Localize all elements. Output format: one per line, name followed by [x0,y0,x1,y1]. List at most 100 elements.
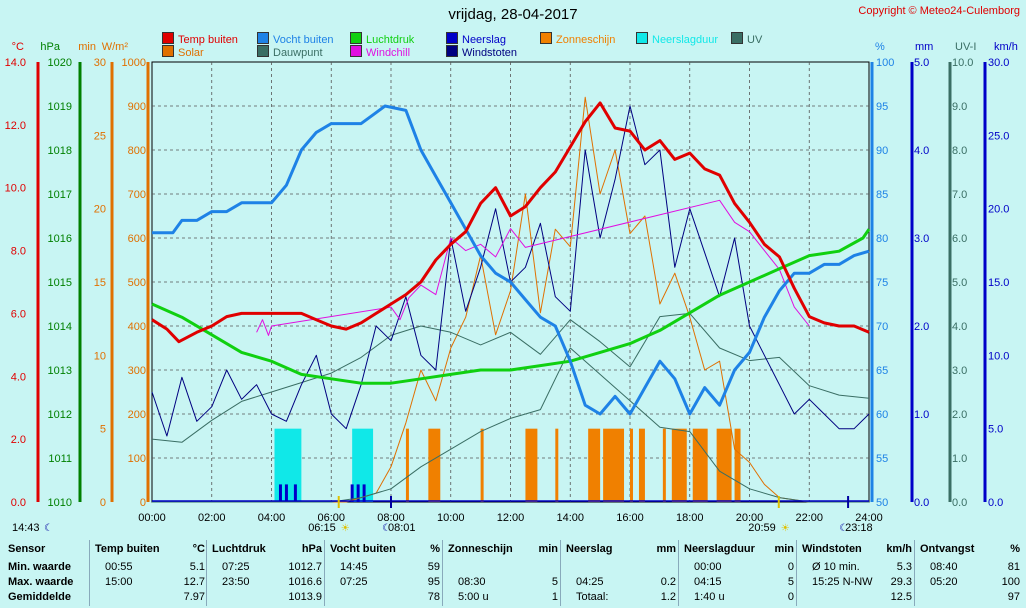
temp-tick-label: 10.0 [5,183,26,195]
stats-header: Luchtdruk [212,543,266,555]
humidity-tick-label: 90 [876,145,888,157]
stats-header-unit: °C [192,543,205,555]
minutes-tick-label: 10 [94,350,106,362]
rain-tick-label: 1.0 [914,409,929,421]
stats-cell-time: Totaal: [576,591,609,603]
stats-cell-value: 100 [1001,576,1020,588]
legend-label: Luchtdruk [366,34,415,46]
copyright-label: Copyright © Meteo24-Culemborg [858,5,1020,17]
stats-header: Temp buiten [95,543,160,555]
solar-tick-label: 200 [128,409,146,421]
stats-cell-value: 97 [1007,591,1020,603]
wind-tick-label: 25.0 [988,130,1009,142]
solar-tick-label: 700 [128,189,146,201]
stats-cell-value: 5.1 [189,561,205,573]
pressure-tick-label: 1017 [48,189,72,201]
stats-cell-value: 5 [551,576,558,588]
stats-header-unit: % [1010,543,1020,555]
zonneschijn-bar [662,428,666,502]
uv-tick-label: 1.0 [952,453,967,465]
uv-tick-label: 7.0 [952,189,967,201]
temp-tick-label: 2.0 [11,434,26,446]
neerslag-bar [350,484,354,502]
legend-item-solar: Solar [162,45,204,59]
uv-tick-label: 8.0 [952,145,967,157]
legend-item-temp-buiten: Temp buiten [162,32,238,46]
moon-icon: ☾ [382,523,391,534]
solar-line [152,96,869,503]
humidity-tick-label: 95 [876,101,888,113]
moon-icon: ☾ [839,523,848,534]
stats-cell-value: 1013.9 [288,591,322,603]
stats-column-divider [206,540,207,606]
stats-cell-time: 23:50 [222,576,250,588]
wind-axis-unit: km/h [994,41,1018,53]
stats-cell-time: 1:40 u [694,591,725,603]
legend-swatch [636,32,648,44]
legend-item-uv: UV [731,32,763,46]
temp-tick-label: 6.0 [11,308,26,320]
uv-axis-unit: UV-I [955,41,976,53]
legend-item-windchill: Windchill [350,45,410,59]
stats-header: Neerslagduur [684,543,755,555]
solar-tick-label: 800 [128,145,146,157]
legend-swatch [162,45,174,57]
legend-label: Dauwpunt [273,47,323,59]
legend-item-neerslagduur: Neerslagduur [636,32,718,46]
minutes-tick-label: 20 [94,204,106,216]
legend-swatch [446,32,458,44]
stats-cell-time: 07:25 [340,576,368,588]
solar-tick-label: 600 [128,233,146,245]
stats-cell-time: 08:40 [930,561,958,573]
x-tick-label: 04:00 [258,512,286,524]
uv-tick-label: 9.0 [952,101,967,113]
sun-icon: ☀ [781,523,790,534]
stats-row-label: Min. waarde [8,561,71,573]
temp-tick-label: 14.0 [5,57,26,69]
humidity-tick-label: 70 [876,321,888,333]
x-tick-label: 20:00 [736,512,764,524]
stats-cell-time: 04:25 [576,576,604,588]
stats-cell-value: 1012.7 [288,561,322,573]
minutes-axis-unit: min [78,41,96,53]
minutes-tick-label: 25 [94,130,106,142]
rain-tick-label: 2.0 [914,321,929,333]
stats-header: Windstoten [802,543,862,555]
stats-column-divider [442,540,443,606]
x-tick-label: 12:00 [497,512,525,524]
event-time-label: 23:18 [845,522,873,534]
humidity-tick-label: 100 [876,57,894,69]
stats-cell-value: 59 [427,561,440,573]
stats-cell-time: 00:00 [694,561,722,573]
x-tick-label: 08:00 [377,512,405,524]
neerslag-bar [362,484,366,502]
humidity-tick-label: 55 [876,453,888,465]
event-time-label: 06:15 [308,522,336,534]
stats-cell-time: 08:30 [458,576,486,588]
uv-tick-label: 3.0 [952,365,967,377]
pressure-tick-label: 1010 [48,497,72,509]
stats-cell-value: 12.5 [890,591,912,603]
stats-cell-value: 5 [787,576,794,588]
uv-tick-label: 4.0 [952,321,967,333]
legend-swatch [350,32,362,44]
legend-label: Neerslag [462,34,507,46]
zonneschijn-bar [480,428,484,502]
temp-axis-unit: °C [12,41,24,53]
legend-label: UV [747,34,763,46]
event-time-label: 20:59 [748,522,776,534]
stats-column-divider [89,540,90,606]
humidity-tick-label: 75 [876,277,888,289]
zonneschijn-bar [588,428,601,502]
zonneschijn-bar [405,428,409,502]
stats-header-unit: % [430,543,440,555]
legend-item-zonneschijn: Zonneschijn [540,32,616,46]
uv-tick-label: 6.0 [952,233,967,245]
wind-tick-label: 15.0 [988,277,1009,289]
zonneschijn-bar [525,428,538,502]
stats-header-unit: min [774,543,794,555]
legend-label: Zonneschijn [556,34,616,46]
rain-tick-label: 0.0 [914,497,929,509]
stats-header-unit: km/h [886,543,912,555]
neerslag-bar [284,484,288,502]
